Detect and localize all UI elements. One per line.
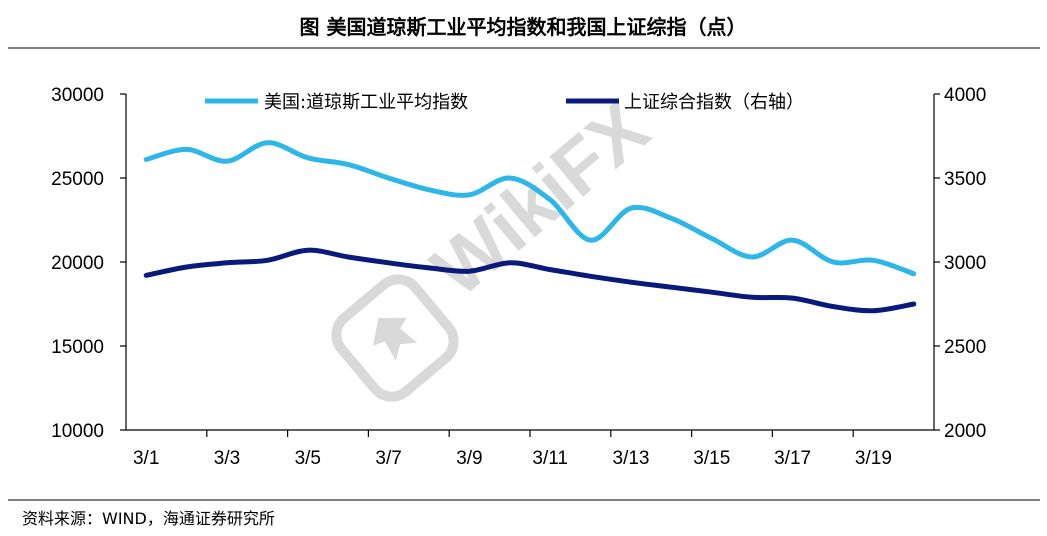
x-tick-label: 3/11 <box>532 448 568 469</box>
chart-title: 图 美国道琼斯工业平均指数和我国上证综指（点） <box>300 15 747 39</box>
x-tick-label: 3/19 <box>855 448 892 469</box>
watermark-logo <box>331 274 459 402</box>
right-y-tick-label: 2000 <box>944 421 986 442</box>
x-tick-label: 3/17 <box>774 448 811 469</box>
left-y-ticks: 10000 15000 20000 25000 30000 <box>51 85 126 442</box>
source-note: 资料来源：WIND，海通证券研究所 <box>22 509 275 528</box>
watermark-text: WikiFX <box>416 85 664 313</box>
x-axis-ticks: 3/1 3/3 3/5 3/7 3/9 3/11 3/13 3/15 3/17 3/19 <box>133 430 892 469</box>
right-y-tick-label: 3000 <box>944 253 986 274</box>
legend-label-dow-jones: 美国:道琼斯工业平均指数 <box>264 92 468 113</box>
watermark-eagle-icon <box>331 274 459 402</box>
right-y-tick-label: 3500 <box>944 169 986 190</box>
right-y-tick-label: 2500 <box>944 337 986 358</box>
x-tick-label: 3/15 <box>693 448 730 469</box>
watermark-eagle-shape <box>373 317 418 361</box>
x-tick-label: 3/7 <box>375 448 401 469</box>
left-y-tick-label: 30000 <box>51 85 104 106</box>
right-y-tick-label: 4000 <box>944 85 986 106</box>
left-y-tick-label: 20000 <box>51 253 104 274</box>
x-tick-label: 3/1 <box>133 448 159 469</box>
legend-label-shanghai-composite: 上证综合指数（右轴） <box>624 92 804 113</box>
legend: 美国:道琼斯工业平均指数 上证综合指数（右轴） <box>205 92 804 113</box>
left-y-tick-label: 15000 <box>51 337 104 358</box>
left-y-tick-label: 25000 <box>51 169 104 190</box>
series-line-dow-jones <box>143 140 917 277</box>
x-tick-label: 3/5 <box>295 448 321 469</box>
x-tick-label: 3/13 <box>613 448 650 469</box>
left-y-tick-label: 10000 <box>51 421 104 442</box>
x-tick-label: 3/9 <box>456 448 482 469</box>
series-line-shanghai-composite <box>143 247 917 314</box>
x-tick-label: 3/3 <box>214 448 240 469</box>
right-y-ticks: 2000 2500 3000 3500 4000 <box>934 85 986 442</box>
